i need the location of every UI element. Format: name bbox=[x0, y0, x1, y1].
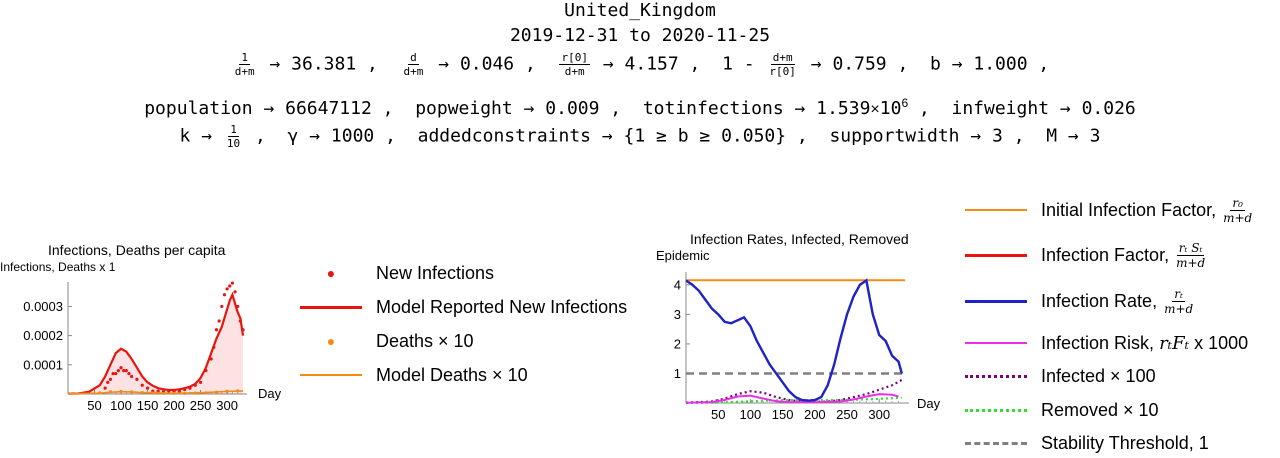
x-tick-label: 100 bbox=[740, 407, 762, 422]
y-tick-label: 3 bbox=[674, 307, 681, 322]
fraction-dm-over-r0: d+m r[0] bbox=[769, 51, 796, 78]
x-tick-label: 150 bbox=[137, 398, 159, 413]
chart2-title: Infection Rates, Infected, Removed bbox=[690, 231, 909, 247]
series-line-3 bbox=[685, 393, 899, 404]
popweight-value: 0.009 bbox=[545, 98, 600, 119]
series-line-2 bbox=[685, 278, 903, 402]
x-tick-label: 250 bbox=[190, 398, 212, 413]
addedconstraints-value: {1 ≥ b ≥ 0.050} bbox=[623, 125, 787, 147]
series-point-0 bbox=[127, 371, 131, 376]
infweight-value: 0.026 bbox=[1081, 98, 1136, 119]
legend-infection-risk: Infection Risk, rₜFₜ x 1000 bbox=[965, 328, 1248, 358]
legend-infected: Infected × 100 bbox=[965, 361, 1156, 391]
legend-infection-rate: Infection Rate, rₜ m+d bbox=[965, 286, 1197, 316]
population-value: 66647112 bbox=[285, 98, 372, 119]
y-tick-label: 2 bbox=[674, 336, 681, 351]
model-shaded-region bbox=[68, 294, 243, 394]
fraction-r0-over-dm: r[0] d+m bbox=[559, 51, 590, 78]
legend-model-deaths: Model Deaths × 10 bbox=[300, 360, 528, 390]
legend-initial-factor: Initial Infection Factor, r₀ m+d bbox=[965, 195, 1256, 225]
series-point-0 bbox=[103, 386, 107, 390]
series-point-0 bbox=[111, 371, 115, 376]
series-point-0 bbox=[106, 380, 110, 384]
x-tick-label: 200 bbox=[163, 398, 185, 413]
series-point-0 bbox=[222, 293, 227, 297]
series-point-0 bbox=[145, 386, 150, 390]
series-point-0 bbox=[108, 377, 113, 382]
series-line-1 bbox=[67, 291, 245, 395]
fraction-k: 1 10 bbox=[226, 123, 241, 150]
chart2-infection-rates: 50 100 150 200 250 300 1 2 3 4 Day bbox=[674, 272, 941, 422]
y-tick-label: 0.0001 bbox=[23, 357, 63, 372]
chart1-infections-deaths: 50 100 150 200 250 300 0.0001 0.0002 0.0003 Day bbox=[23, 281, 282, 413]
params-row-3: k → 1 10 , γ → 1000 , addedconstraints → … bbox=[179, 123, 1101, 150]
series-point-0 bbox=[198, 380, 203, 384]
y-tick-label: 4 bbox=[674, 277, 681, 292]
x-tick-label: 100 bbox=[110, 398, 132, 413]
param-b-value: 1.000 bbox=[973, 53, 1028, 75]
series-point-0 bbox=[140, 383, 144, 387]
param-3-value: 4.157 bbox=[624, 53, 679, 75]
series-point-0 bbox=[122, 369, 126, 373]
series-line-3 bbox=[67, 390, 243, 395]
series-point-0 bbox=[233, 290, 237, 294]
date-range: 2019-12-31 to 2020-11-25 bbox=[509, 25, 771, 46]
series-point-0 bbox=[217, 319, 221, 323]
y-tick-label: 0.0002 bbox=[23, 328, 63, 343]
x-axis-label: Day bbox=[258, 386, 282, 401]
param-4-value: 0.759 bbox=[832, 53, 887, 75]
legend-model-reported: Model Reported New Infections bbox=[300, 292, 627, 322]
series-point-0 bbox=[225, 287, 229, 291]
series-point-0 bbox=[135, 377, 139, 382]
fraction-1-over-dm: 1 d+m bbox=[234, 51, 255, 78]
series-point-0 bbox=[156, 389, 160, 393]
chart1-legend: ● New Infections Model Reported New Infe… bbox=[300, 258, 660, 398]
series-point-0 bbox=[116, 369, 120, 373]
fraction-d-over-dm: d d+m bbox=[403, 51, 424, 78]
x-tick-label: 150 bbox=[772, 407, 794, 422]
series-point-0 bbox=[214, 328, 219, 332]
x-tick-label: 50 bbox=[87, 398, 101, 413]
supportwidth-value: 3 bbox=[992, 125, 1003, 147]
series-point-0 bbox=[124, 369, 128, 373]
chart2-legend: Initial Infection Factor, r₀ m+d Infectio… bbox=[965, 192, 1280, 456]
gamma-value: 1000 bbox=[330, 125, 375, 147]
x-tick-label: 300 bbox=[868, 407, 890, 422]
chart1-title: Infections, Deaths per capita bbox=[48, 242, 226, 258]
legend-infection-factor: Infection Factor, rₜ Sₜ m+d bbox=[965, 240, 1209, 270]
param-2-value: 0.046 bbox=[459, 53, 515, 75]
series-point-0 bbox=[228, 284, 232, 288]
y-tick-label: 1 bbox=[674, 366, 681, 381]
legend-new-infections: ● New Infections bbox=[326, 262, 495, 283]
legend-removed: Removed × 10 bbox=[965, 395, 1159, 425]
chart1-ylabel: Infections, Deaths x 1 bbox=[0, 260, 116, 274]
totinfections-value: 1.539 bbox=[816, 98, 871, 119]
series-point-0 bbox=[220, 304, 224, 309]
series-point-0 bbox=[114, 371, 118, 376]
country-title: United_Kingdom bbox=[564, 0, 716, 21]
x-tick-label: 50 bbox=[711, 407, 725, 422]
y-tick-label: 0.0003 bbox=[23, 299, 63, 314]
chart2-ylabel: Epidemic bbox=[656, 248, 710, 263]
legend-stability: Stability Threshold, 1 bbox=[965, 428, 1209, 458]
x-tick-label: 200 bbox=[804, 407, 826, 422]
params-row-1: 1 d+m → 36.381 , d d+m → 0.046 , r[0] d+m →… bbox=[234, 51, 1050, 78]
series-point-0 bbox=[230, 281, 234, 285]
series-point-0 bbox=[119, 366, 123, 370]
params-row-2: population → 66647112 , popweight → 0.00… bbox=[144, 96, 1136, 119]
x-axis-label: Day bbox=[917, 396, 941, 411]
param-1-value: 36.381 bbox=[291, 53, 357, 75]
x-tick-label: 250 bbox=[836, 407, 858, 422]
legend-deaths: ● Deaths × 10 bbox=[326, 330, 474, 351]
x-tick-label: 300 bbox=[216, 398, 238, 413]
series-point-0 bbox=[130, 374, 134, 379]
M-value: 3 bbox=[1089, 125, 1101, 147]
